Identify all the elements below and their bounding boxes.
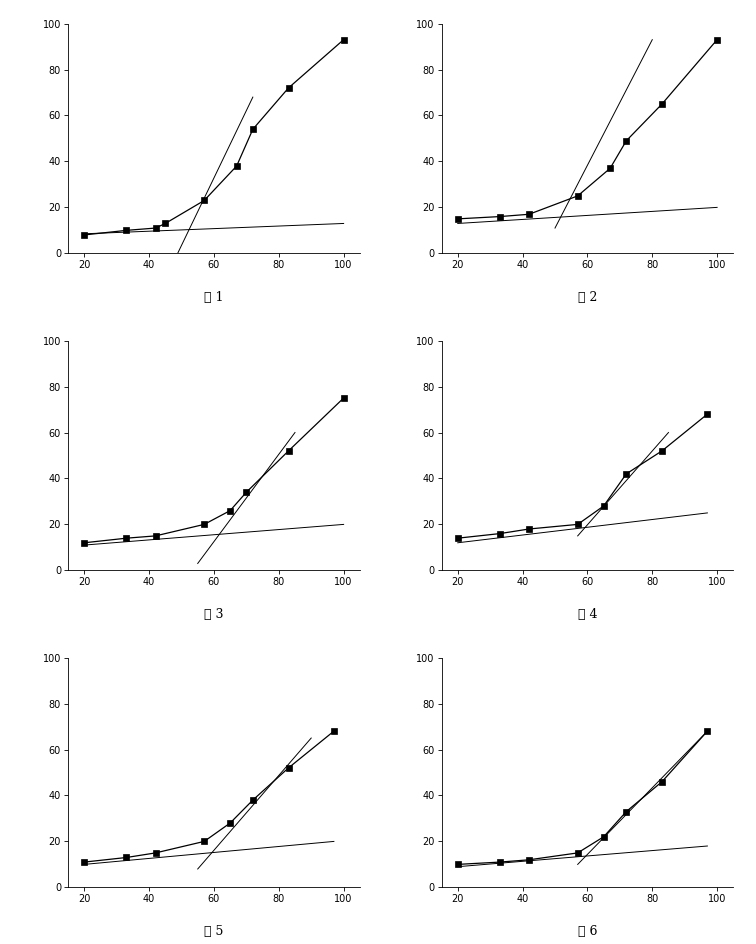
Text: 图 1: 图 1 bbox=[204, 291, 224, 304]
Text: 图 4: 图 4 bbox=[578, 608, 597, 621]
Text: 图 2: 图 2 bbox=[578, 291, 597, 304]
Text: 图 3: 图 3 bbox=[204, 608, 224, 621]
Text: 图 6: 图 6 bbox=[578, 925, 597, 938]
Text: 图 5: 图 5 bbox=[204, 925, 224, 938]
